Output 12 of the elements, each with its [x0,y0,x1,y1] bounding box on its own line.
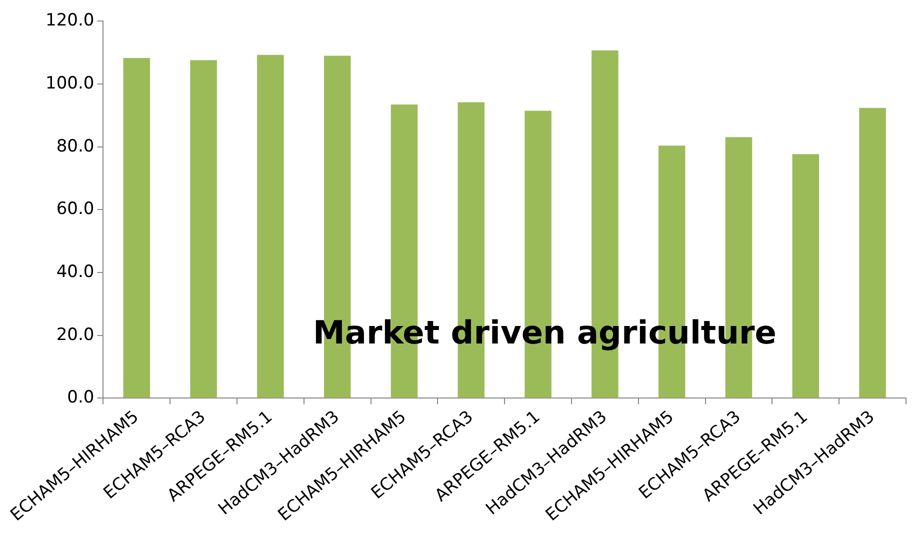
bar [257,54,284,398]
y-tick-label: 80.0 [56,136,94,156]
y-tick-label: 40.0 [56,262,94,282]
bar [792,154,820,398]
bar [123,58,150,398]
bar [190,60,217,398]
y-tick-label: 20.0 [56,324,94,345]
y-tick-label: 120.0 [46,10,94,31]
y-tick-label: 100.0 [46,73,94,94]
bar [859,108,886,398]
y-tick-label: 60.0 [56,199,94,220]
y-tick-label: 0.0 [67,388,94,408]
